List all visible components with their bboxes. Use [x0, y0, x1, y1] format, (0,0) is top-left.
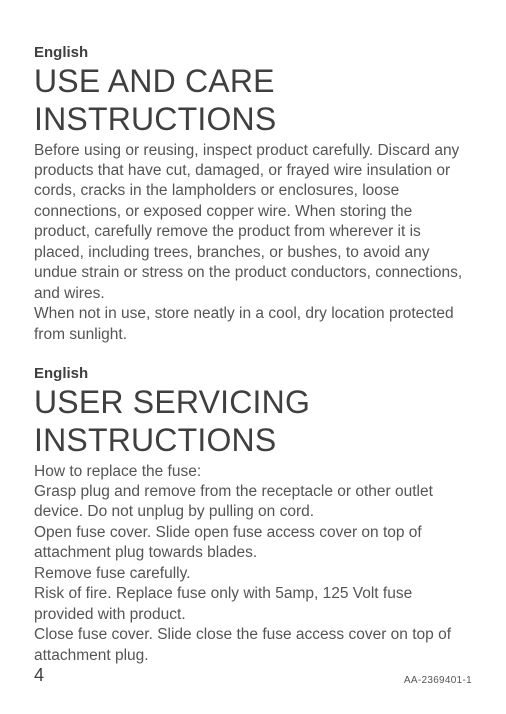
language-label: English — [34, 44, 472, 61]
document-id: AA-2369401-1 — [404, 675, 472, 686]
language-label: English — [34, 365, 472, 382]
section-title: USE AND CARE INSTRUCTIONS — [34, 63, 472, 139]
section-user-servicing: English USER SERVICING INSTRUCTIONS How … — [34, 365, 472, 666]
page-footer: 4 AA-2369401-1 — [34, 665, 472, 686]
section-body: Before using or reusing, inspect product… — [34, 141, 472, 346]
section-body: How to replace the fuse:Grasp plug and r… — [34, 462, 472, 667]
page-number: 4 — [34, 665, 44, 686]
section-use-and-care: English USE AND CARE INSTRUCTIONS Before… — [34, 44, 472, 345]
section-title: USER SERVICING INSTRUCTIONS — [34, 384, 472, 460]
